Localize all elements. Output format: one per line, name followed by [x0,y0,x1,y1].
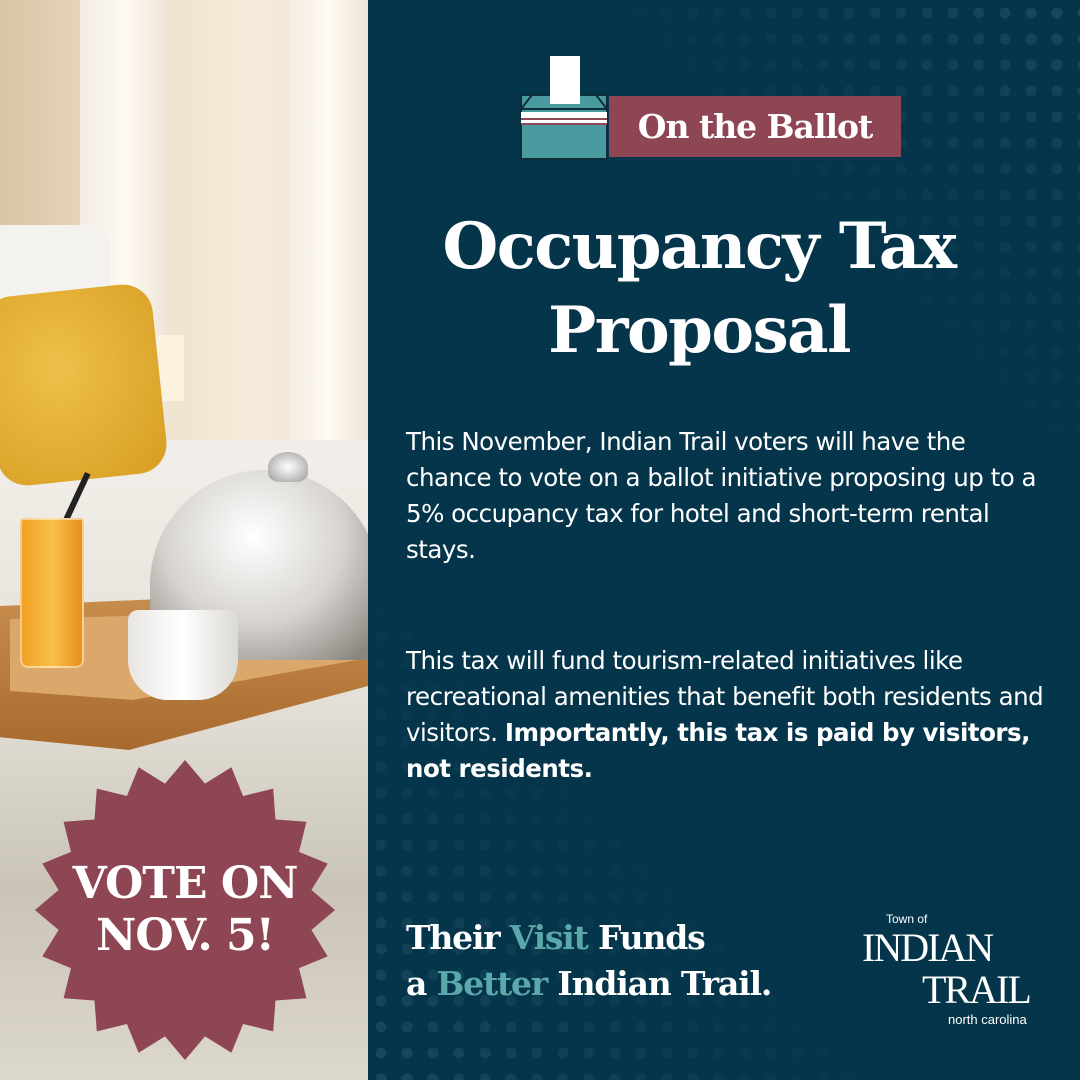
starburst-badge [35,760,335,1060]
logo-trail: TRAIL [922,967,1032,1012]
logo-town-of: Town of [886,912,928,926]
tagline-text: Funds [587,918,706,957]
dot-pattern [368,0,1080,1080]
town-logo: Town of INDIAN TRAIL north carolina [862,912,1052,1030]
title-line-2: Proposal [548,293,851,368]
orange-juice-glass [20,518,84,668]
starburst-shape [35,760,335,1060]
ballot-box-icon [520,56,610,160]
cloche-knob [268,452,308,482]
tagline-highlight: Better [436,964,548,1003]
tagline-text: Their [406,918,510,957]
badge-line-2: NOV. 5! [96,910,275,961]
vote-date-badge-text: VOTE ON NOV. 5! [35,858,335,962]
badge-line-1: VOTE ON [72,858,299,909]
page-title: Occupancy Tax Proposal [370,205,1028,373]
tagline-text: a [406,964,437,1003]
on-the-ballot-label: On the Ballot [609,96,901,157]
coffee-cup [128,610,238,700]
yellow-pillow [0,281,170,489]
title-line-1: Occupancy Tax [442,209,957,284]
intro-paragraph: This November, Indian Trail voters will … [406,427,1037,564]
curtain [290,0,368,440]
logo-indian: INDIAN [862,925,994,970]
tagline-text: Indian Trail. [547,964,772,1003]
funding-text: This tax will fund tourism-related initi… [406,646,1044,747]
tagline: Their Visit Funds a Better Indian Trail. [406,915,846,1007]
tagline-highlight: Visit [509,918,589,957]
funding-paragraph: This tax will fund tourism-related initi… [406,643,1046,787]
emphasis-text: Importantly, this tax is paid by visitor… [406,718,1030,783]
logo-state: north carolina [948,1012,1027,1027]
